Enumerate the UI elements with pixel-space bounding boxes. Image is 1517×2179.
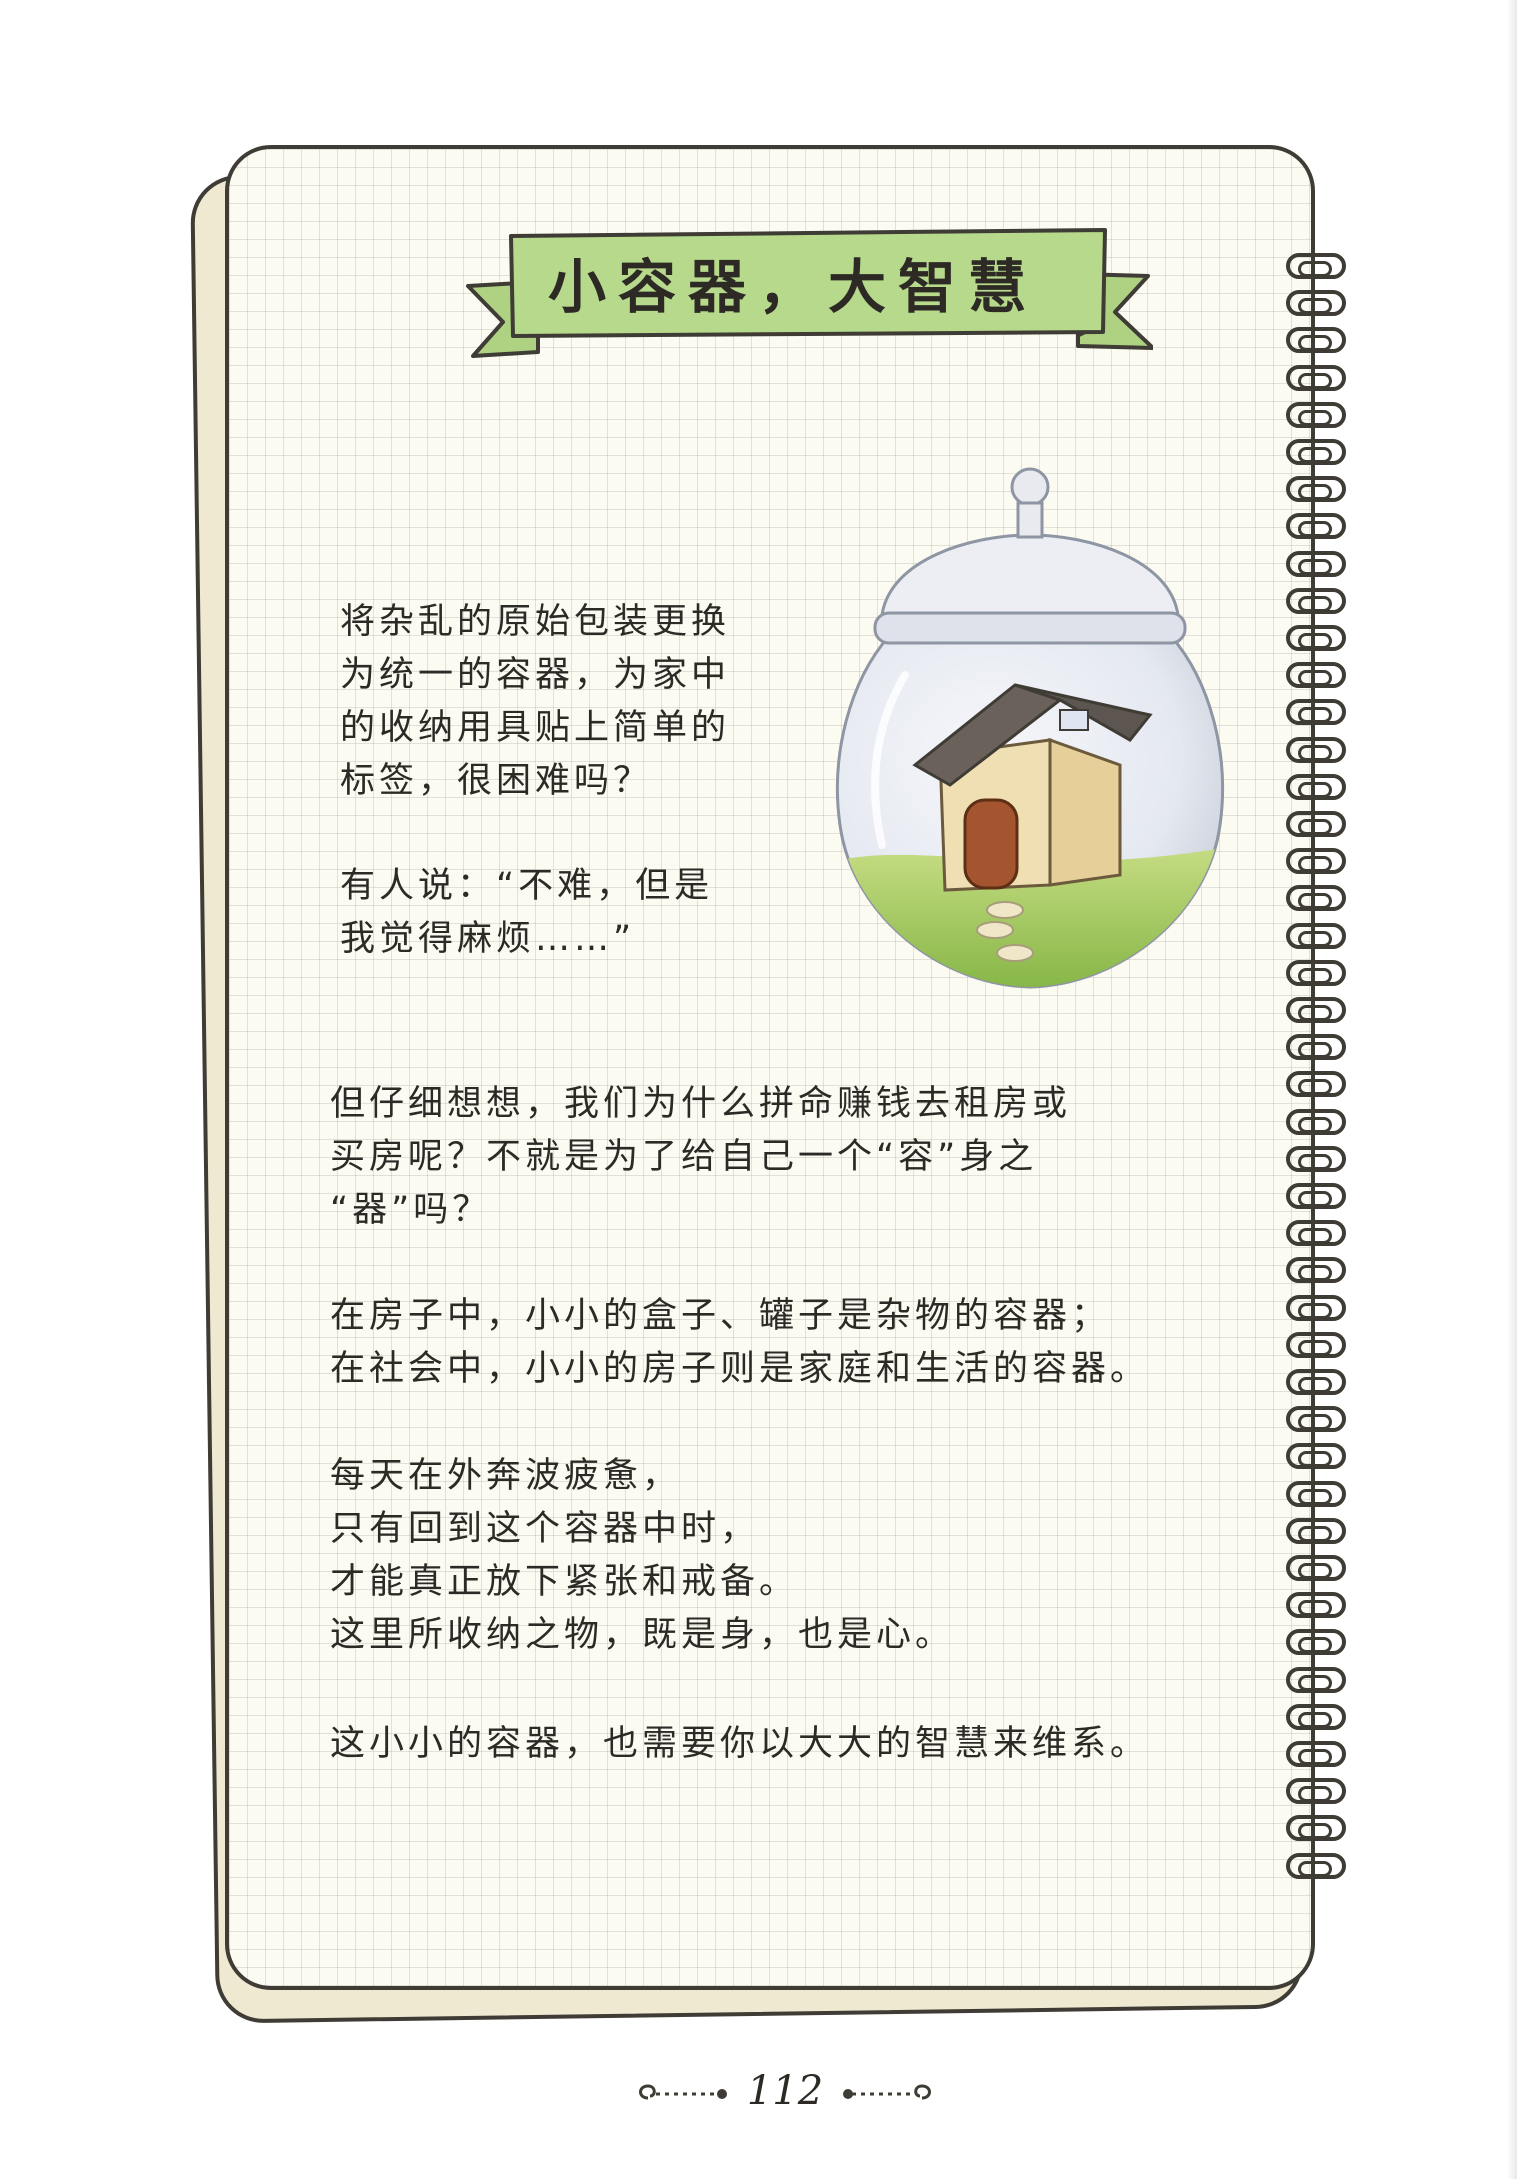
spiral-ring — [1286, 1741, 1346, 1767]
page-title: 小容器，大智慧 — [547, 253, 1038, 321]
spiral-ring — [1286, 439, 1346, 465]
spiral-ring — [1286, 327, 1346, 354]
spiral-ring — [1286, 1294, 1346, 1321]
spiral-ring — [1286, 922, 1346, 949]
quote-paragraph: 有人说：“不难，但是 我觉得麻烦……” — [340, 860, 713, 966]
text-line: 将杂乱的原始包装更换 — [340, 602, 731, 642]
banner-ribbon-icon — [466, 228, 1155, 358]
spiral-ring — [1286, 1517, 1346, 1544]
text-line: 标签，很困难吗？ — [340, 761, 653, 801]
spiral-ring — [1286, 1183, 1346, 1209]
text-line: “器”吗？ — [330, 1190, 492, 1230]
title-banner: 小容器，大智慧 — [463, 224, 1155, 374]
house-in-jar-icon — [820, 465, 1240, 1005]
spiral-ring — [1286, 1145, 1346, 1172]
spiral-ring — [1286, 513, 1346, 540]
intro-paragraph: 将杂乱的原始包装更换 为统一的容器，为家中 的收纳用具贴上简单的 标签，很困难吗… — [340, 596, 730, 808]
text-line: 这里所收纳之物，既是身，也是心。 — [330, 1615, 955, 1655]
spiral-ring — [1286, 662, 1346, 689]
spiral-ring — [1286, 1108, 1346, 1135]
body-paragraph-3: 每天在外奔波疲惫， 只有回到这个容器中时， 才能真正放下紧张和戒备。 这里所收纳… — [330, 1450, 954, 1662]
spiral-ring — [1286, 1034, 1346, 1061]
spiral-binding — [1286, 253, 1356, 1903]
text-line: 才能真正放下紧张和戒备。 — [330, 1562, 799, 1602]
spiral-ring — [1286, 1071, 1346, 1098]
spiral-ring — [1286, 1331, 1346, 1358]
text-line: 在社会中，小小的房子则是家庭和生活的容器。 — [330, 1349, 1150, 1389]
text-line: 有人说：“不难，但是 — [340, 866, 714, 906]
spiral-ring — [1286, 253, 1346, 279]
spiral-ring — [1286, 1406, 1346, 1433]
spiral-ring — [1286, 1443, 1346, 1470]
spiral-ring — [1286, 1555, 1346, 1581]
spiral-ring — [1286, 587, 1346, 614]
text-line: 我觉得麻烦……” — [340, 919, 636, 959]
spiral-ring — [1286, 290, 1346, 317]
spiral-ring — [1286, 848, 1346, 875]
text-line: 为统一的容器，为家中 — [340, 655, 731, 695]
swirl-ornament-icon — [639, 2084, 931, 2100]
body-paragraph-1: 但仔细想想，我们为什么拼命赚钱去租房或 买房呢？不就是为了给自己一个“容”身之 … — [330, 1078, 1071, 1237]
spiral-ring — [1286, 476, 1346, 503]
body-paragraph-4: 这小小的容器，也需要你以大大的智慧来维系。 — [330, 1718, 1149, 1771]
spiral-ring — [1286, 1480, 1346, 1507]
spiral-ring — [1286, 1778, 1346, 1805]
spiral-ring — [1286, 1369, 1346, 1395]
spiral-ring — [1286, 699, 1346, 726]
text-line: 买房呢？不就是为了给自己一个“容”身之 — [330, 1137, 1038, 1177]
page-number: 112 — [746, 2068, 824, 2114]
spiral-ring — [1286, 885, 1346, 912]
spiral-ring — [1286, 959, 1346, 986]
text-line: 但仔细想想，我们为什么拼命赚钱去租房或 — [330, 1084, 1072, 1124]
spiral-ring — [1286, 1629, 1346, 1656]
spiral-ring — [1286, 1815, 1346, 1842]
spiral-ring — [1286, 773, 1346, 800]
notebook-page — [225, 145, 1315, 1990]
text-line: 只有回到这个容器中时， — [330, 1509, 760, 1549]
spiral-ring — [1286, 364, 1346, 391]
body-paragraph-2: 在房子中，小小的盒子、罐子是杂物的容器； 在社会中，小小的房子则是家庭和生活的容… — [330, 1290, 1149, 1396]
spiral-ring — [1286, 401, 1346, 428]
text-line: 的收纳用具贴上简单的 — [340, 708, 731, 748]
spiral-ring — [1286, 1592, 1346, 1619]
spiral-ring — [1286, 811, 1346, 837]
spiral-ring — [1286, 1257, 1346, 1284]
page-footer: 112 — [630, 2068, 940, 2120]
spiral-ring — [1286, 1703, 1346, 1730]
page-edge — [1507, 0, 1517, 2179]
spiral-ring — [1286, 1852, 1346, 1879]
spiral-ring — [1286, 1666, 1346, 1693]
spiral-ring — [1286, 625, 1346, 651]
spiral-ring — [1286, 736, 1346, 763]
spiral-ring — [1286, 997, 1346, 1023]
text-line: 每天在外奔波疲惫， — [330, 1456, 682, 1496]
spiral-ring — [1286, 550, 1346, 577]
spiral-ring — [1286, 1220, 1346, 1247]
text-line: 在房子中，小小的盒子、罐子是杂物的容器； — [330, 1296, 1111, 1336]
text-line: 这小小的容器，也需要你以大大的智慧来维系。 — [330, 1724, 1150, 1764]
